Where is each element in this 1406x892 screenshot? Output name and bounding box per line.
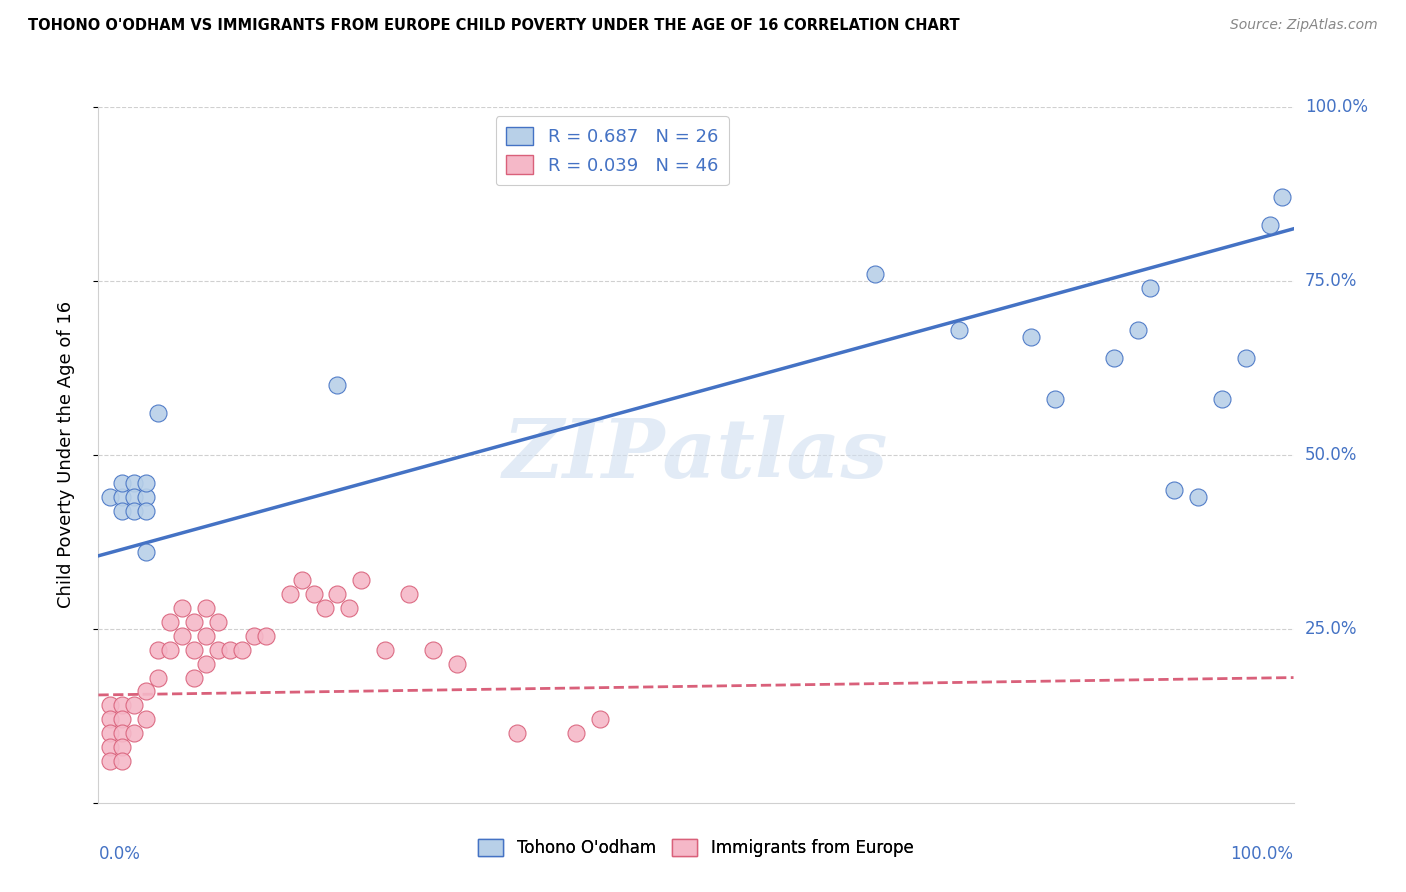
- Point: [1234, 351, 1257, 365]
- Point: [422, 642, 444, 657]
- Point: [135, 490, 157, 504]
- Text: 75.0%: 75.0%: [1305, 272, 1357, 290]
- Point: [589, 712, 612, 726]
- Point: [148, 671, 170, 685]
- Point: [446, 657, 468, 671]
- Point: [135, 503, 157, 517]
- Point: [111, 490, 134, 504]
- Point: [124, 698, 146, 713]
- Text: 25.0%: 25.0%: [1305, 620, 1357, 638]
- Point: [194, 601, 217, 615]
- Point: [1102, 351, 1125, 365]
- Point: [302, 587, 325, 601]
- Point: [350, 573, 373, 587]
- Point: [243, 629, 266, 643]
- Point: [135, 475, 157, 490]
- Point: [278, 587, 301, 601]
- Point: [1258, 219, 1281, 233]
- Point: [135, 712, 157, 726]
- Text: ZIPatlas: ZIPatlas: [503, 415, 889, 495]
- Point: [172, 629, 194, 643]
- Text: TOHONO O'ODHAM VS IMMIGRANTS FROM EUROPE CHILD POVERTY UNDER THE AGE OF 16 CORRE: TOHONO O'ODHAM VS IMMIGRANTS FROM EUROPE…: [28, 18, 960, 33]
- Point: [159, 642, 181, 657]
- Point: [1043, 392, 1066, 407]
- Point: [98, 740, 122, 755]
- Point: [98, 726, 122, 740]
- Point: [219, 642, 242, 657]
- Point: [135, 545, 157, 559]
- Point: [98, 712, 122, 726]
- Point: [1019, 329, 1042, 343]
- Point: [337, 601, 360, 615]
- Point: [1128, 323, 1150, 337]
- Point: [124, 503, 146, 517]
- Point: [1211, 392, 1233, 407]
- Point: [506, 726, 529, 740]
- Point: [326, 378, 349, 392]
- Point: [254, 629, 277, 643]
- Point: [148, 406, 170, 420]
- Point: [1163, 483, 1185, 497]
- Point: [194, 629, 217, 643]
- Point: [148, 642, 170, 657]
- Text: 100.0%: 100.0%: [1305, 98, 1368, 116]
- Point: [183, 615, 205, 629]
- Point: [111, 754, 134, 768]
- Point: [398, 587, 420, 601]
- Text: 50.0%: 50.0%: [1305, 446, 1357, 464]
- Point: [948, 323, 970, 337]
- Point: [183, 642, 205, 657]
- Point: [315, 601, 337, 615]
- Point: [231, 642, 253, 657]
- Point: [111, 712, 134, 726]
- Legend: Tohono O'odham, Immigrants from Europe: Tohono O'odham, Immigrants from Europe: [471, 832, 921, 864]
- Point: [183, 671, 205, 685]
- Point: [111, 726, 134, 740]
- Point: [172, 601, 194, 615]
- Point: [207, 642, 229, 657]
- Point: [863, 267, 886, 281]
- Point: [1187, 490, 1209, 504]
- Point: [290, 573, 312, 587]
- Point: [124, 490, 146, 504]
- Point: [326, 587, 349, 601]
- Point: [194, 657, 217, 671]
- Point: [98, 754, 122, 768]
- Point: [1139, 281, 1161, 295]
- Point: [111, 503, 134, 517]
- Point: [207, 615, 229, 629]
- Point: [111, 475, 134, 490]
- Point: [98, 698, 122, 713]
- Point: [111, 698, 134, 713]
- Point: [1271, 190, 1294, 204]
- Point: [374, 642, 396, 657]
- Y-axis label: Child Poverty Under the Age of 16: Child Poverty Under the Age of 16: [56, 301, 75, 608]
- Point: [124, 726, 146, 740]
- Text: 100.0%: 100.0%: [1230, 845, 1294, 863]
- Text: 0.0%: 0.0%: [98, 845, 141, 863]
- Point: [159, 615, 181, 629]
- Point: [98, 490, 122, 504]
- Point: [111, 740, 134, 755]
- Point: [135, 684, 157, 698]
- Text: Source: ZipAtlas.com: Source: ZipAtlas.com: [1230, 18, 1378, 32]
- Point: [124, 475, 146, 490]
- Point: [565, 726, 588, 740]
